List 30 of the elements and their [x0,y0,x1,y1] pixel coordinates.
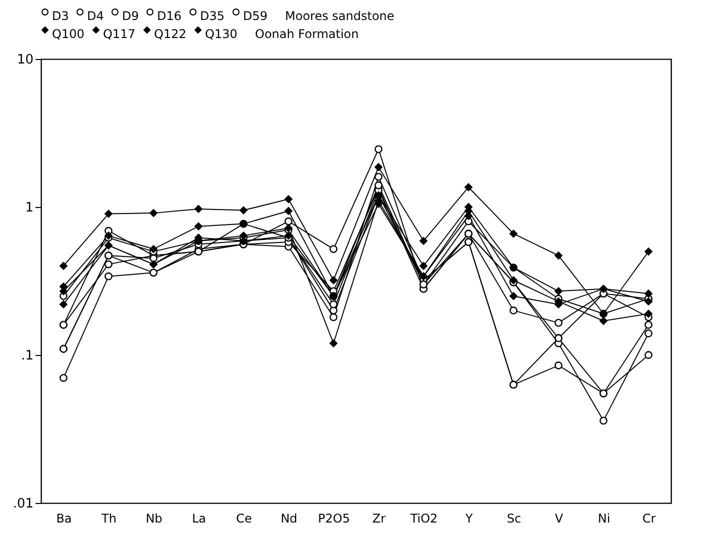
x-tick-label: P2O5 [318,512,350,526]
legend-label: D9 [122,9,139,23]
x-tick-label: Ba [56,512,72,526]
y-tick-label: 1 [25,200,34,216]
x-tick-label: V [554,512,564,526]
text: Oonah Formation [255,27,359,41]
x-tick-label: Th [100,512,116,526]
x-tick-label: Ni [598,512,610,526]
x-tick-label: Nd [280,512,298,526]
x-tick-label: Sc [506,512,522,526]
legend-label: Q130 [205,27,238,41]
x-tick-label: La [192,512,206,526]
x-tick-label: Cr [642,512,656,526]
legend-label: D4 [87,9,104,23]
legend-label: Q122 [154,27,186,41]
legend-label: Q100 [52,27,84,41]
legend-label: D59 [243,9,268,23]
x-tick-label: TiO2 [409,512,438,526]
legend-label: D35 [200,9,225,23]
x-tick-label: Y [464,512,474,526]
x-tick-label: Nb [146,512,162,526]
text: Moores sandstone [285,9,394,23]
y-tick-label: .01 [12,496,34,512]
y-tick-label: .1 [21,348,34,364]
legend-label: Q117 [103,27,136,41]
x-tick-label: Ce [236,512,252,526]
y-tick-label: 10 [16,52,34,68]
legend-label: D16 [157,9,182,23]
x-tick-label: Zr [372,512,386,526]
legend-label: D3 [52,9,69,23]
